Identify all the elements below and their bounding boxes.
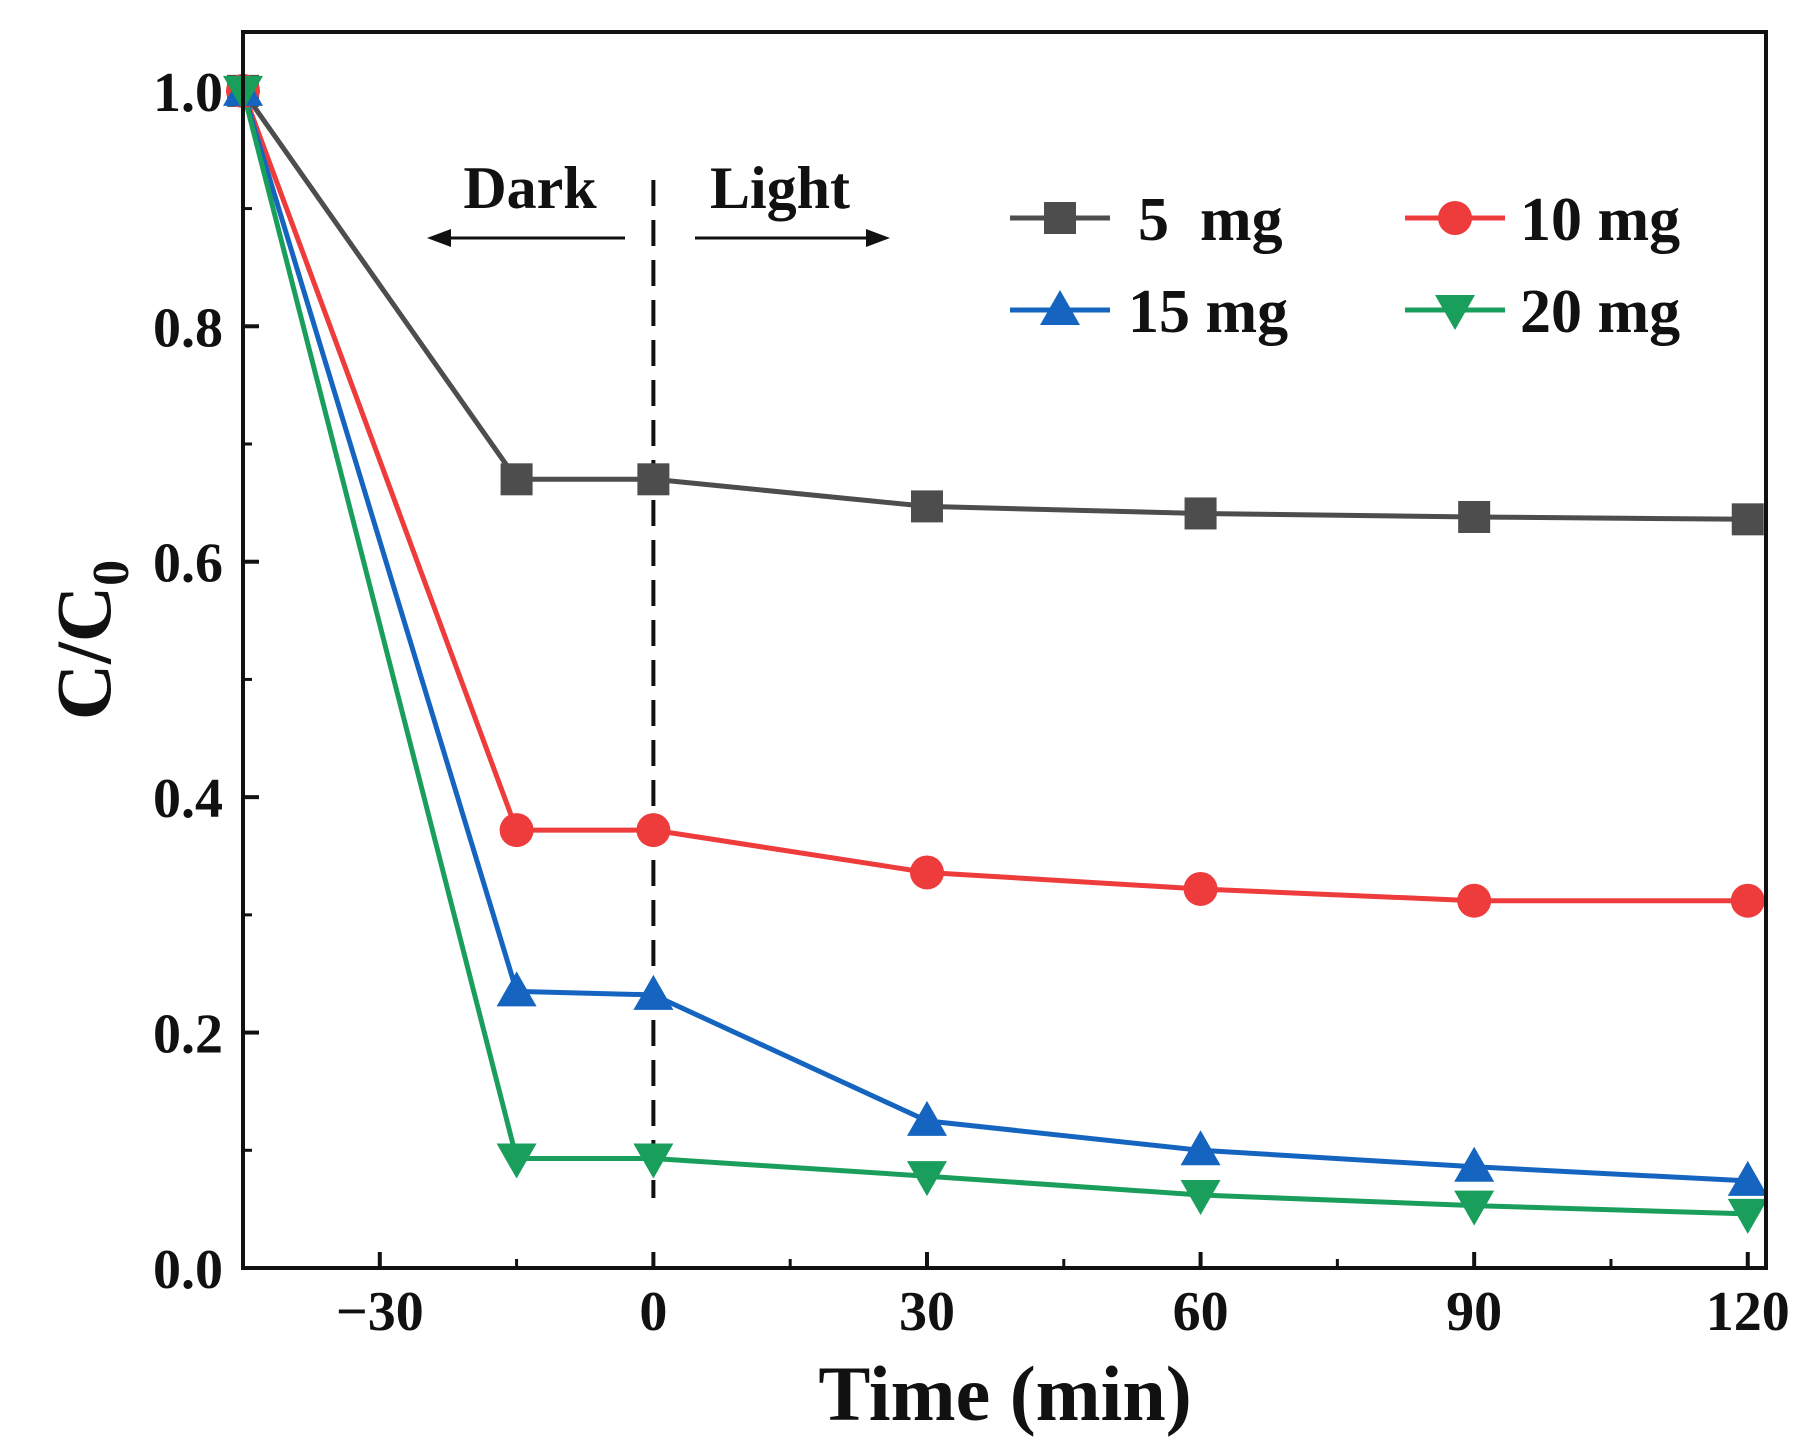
data-point-10mg (1457, 883, 1492, 918)
data-point-15mg (633, 974, 674, 1010)
data-point-5mg (500, 463, 533, 496)
dark-arrow-head (427, 229, 451, 247)
light-label: Light (710, 155, 850, 221)
y-tick-label: 0.0 (153, 1239, 223, 1301)
data-point-5mg (637, 463, 670, 496)
y-tick-label: 0.2 (153, 1004, 223, 1066)
data-point-20mg (1454, 1190, 1495, 1226)
legend-marker-20mg (1435, 295, 1475, 330)
plot-frame (241, 30, 1768, 1270)
data-point-10mg (1730, 883, 1765, 918)
light-arrow-head (866, 229, 890, 247)
legend-item-15mg: 15 mg (1010, 278, 1288, 346)
data-point-15mg (1180, 1130, 1221, 1166)
legend-marker-15mg (1040, 290, 1080, 325)
x-tick-label: 120 (1706, 1281, 1790, 1343)
legend-label-20mg: 20 mg (1520, 278, 1680, 346)
data-point-15mg (1454, 1146, 1495, 1182)
data-point-20mg (1727, 1198, 1768, 1234)
legend: 5 mg 10 mg 15 mg 20 mg (1010, 186, 1680, 346)
dark-label: Dark (463, 155, 597, 221)
legend-label-5mg: 5 mg (1138, 186, 1283, 254)
y-tick-label: 0.8 (153, 297, 223, 359)
data-point-20mg (633, 1143, 674, 1179)
x-tick-label: 60 (1173, 1281, 1229, 1343)
data-point-10mg (636, 813, 671, 848)
phase-annotations: Dark Light (427, 155, 890, 247)
data-point-5mg (1458, 500, 1491, 533)
data-point-20mg (906, 1161, 947, 1197)
data-point-5mg (1731, 503, 1764, 536)
x-tick-label: 90 (1446, 1281, 1502, 1343)
y-tick-label: 0.4 (153, 768, 223, 830)
x-tick-label: 0 (639, 1281, 667, 1343)
legend-label-10mg: 10 mg (1520, 186, 1680, 254)
x-axis-title: Time (min) (818, 1350, 1191, 1437)
data-point-5mg (910, 490, 943, 523)
y-axis-title-subscript: 0 (83, 560, 140, 586)
legend-item-5mg: 5 mg (1010, 186, 1283, 254)
data-point-10mg (499, 813, 534, 848)
legend-label-15mg: 15 mg (1128, 278, 1288, 346)
data-point-10mg (909, 855, 944, 890)
data-point-20mg (496, 1143, 537, 1179)
data-point-15mg (1727, 1160, 1768, 1196)
legend-marker-5mg (1044, 202, 1076, 234)
y-tick-label: 1.0 (153, 62, 223, 124)
data-point-20mg (1180, 1180, 1221, 1216)
y-axis-title-main: C/C (40, 586, 127, 720)
x-tick-label: 30 (899, 1281, 955, 1343)
data-point-5mg (1184, 497, 1217, 530)
data-point-15mg (906, 1100, 947, 1136)
y-tick-label: 0.6 (153, 533, 223, 595)
legend-item-10mg: 10 mg (1405, 186, 1680, 254)
y-axis-title: C/C0 (40, 560, 140, 720)
legend-item-20mg: 20 mg (1405, 278, 1680, 346)
data-point-10mg (1183, 871, 1218, 906)
legend-marker-10mg (1438, 201, 1472, 235)
data-point-15mg (496, 971, 537, 1007)
x-tick-label: −30 (336, 1281, 424, 1343)
